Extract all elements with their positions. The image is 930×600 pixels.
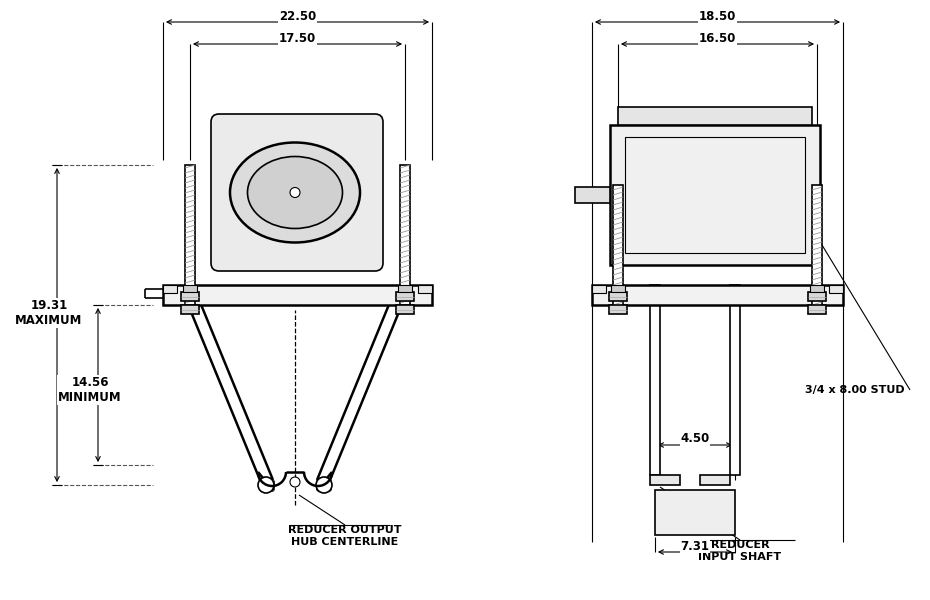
Bar (609, 305, 627, 314)
Bar (655, 490, 735, 535)
Bar (183, 285, 197, 292)
Bar (163, 285, 177, 293)
Text: 16.50: 16.50 (698, 31, 737, 44)
Bar (396, 305, 414, 314)
Ellipse shape (247, 157, 342, 229)
Bar (650, 475, 680, 485)
Bar (610, 125, 820, 265)
Text: REDUCER OUTPUT
HUB CENTERLINE: REDUCER OUTPUT HUB CENTERLINE (288, 525, 402, 547)
Bar (808, 292, 826, 301)
Text: 17.50: 17.50 (279, 31, 316, 44)
Bar (418, 285, 432, 293)
Ellipse shape (230, 142, 360, 242)
Bar (829, 285, 843, 293)
Bar (650, 285, 660, 475)
Text: 14.56
MINIMUM: 14.56 MINIMUM (59, 376, 122, 404)
Text: REDUCER
INPUT SHAFT: REDUCER INPUT SHAFT (698, 540, 781, 562)
Bar (185, 165, 195, 305)
Bar (592, 285, 606, 293)
Text: 3/4 x 8.00 STUD: 3/4 x 8.00 STUD (805, 385, 905, 395)
Bar (181, 292, 199, 301)
Bar (812, 185, 822, 307)
Circle shape (258, 477, 274, 493)
FancyBboxPatch shape (211, 114, 383, 271)
Bar (810, 285, 824, 292)
Bar (618, 107, 812, 125)
Bar (396, 292, 414, 301)
Text: 22.50: 22.50 (279, 10, 316, 22)
Bar (217, 120, 377, 265)
Bar (609, 292, 627, 301)
Bar (730, 285, 740, 475)
Bar (613, 185, 623, 307)
Bar (398, 285, 412, 292)
Bar (575, 187, 610, 203)
Circle shape (290, 187, 300, 197)
Bar (625, 137, 805, 253)
Bar (163, 285, 432, 305)
Circle shape (316, 477, 332, 493)
Text: 19.31
MAXIMUM: 19.31 MAXIMUM (15, 299, 83, 327)
Bar (400, 165, 410, 305)
Bar (592, 285, 843, 305)
Bar (700, 475, 730, 485)
Bar (181, 305, 199, 314)
Bar (808, 305, 826, 314)
Text: 7.31: 7.31 (681, 539, 710, 553)
Text: 4.50: 4.50 (681, 433, 710, 445)
Circle shape (290, 477, 300, 487)
Text: 18.50: 18.50 (698, 10, 737, 22)
Bar (611, 285, 625, 292)
